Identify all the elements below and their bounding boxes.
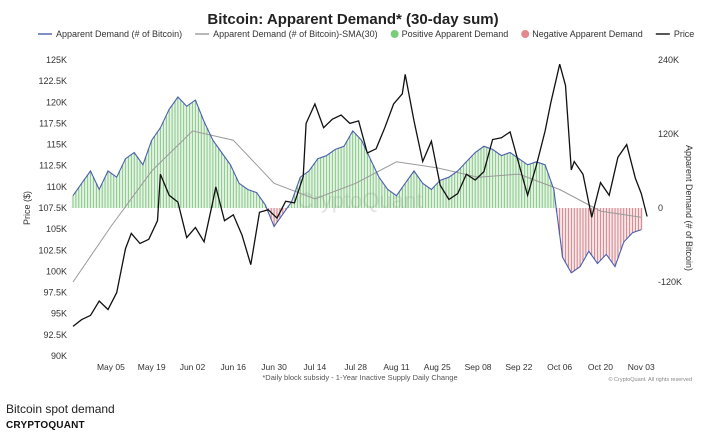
x-tick-label: Oct 06 <box>547 362 572 372</box>
y-right-tick-label: 240K <box>658 55 679 65</box>
legend-label-1: Apparent Demand (# of Bitcoin)-SMA(30) <box>213 29 378 39</box>
x-tick-label: Jun 02 <box>180 362 206 372</box>
x-tick-label: Oct 20 <box>588 362 613 372</box>
y-left-tick-label: 112.5K <box>39 161 67 171</box>
x-tick-label: Jun 16 <box>221 362 247 372</box>
x-tick-label: Aug 25 <box>424 362 451 372</box>
chart-copyright: © CryptoQuant. All rights reserved <box>608 376 692 383</box>
legend-label-0: Apparent Demand (# of Bitcoin) <box>56 29 182 39</box>
y-left-tick-label: 117.5K <box>39 118 67 128</box>
apparent-demand-chart: Bitcoin: Apparent Demand* (30-day sum)Ap… <box>22 11 695 383</box>
price-line <box>72 64 648 327</box>
y-left-tick-label: 107.5K <box>38 203 67 213</box>
chart-footnote: *Daily block subsidy - 1-Year Inactive S… <box>262 373 457 382</box>
y-left-tick-label: 95K <box>51 309 67 319</box>
y-left-tick-label: 115K <box>47 140 67 150</box>
y-left-tick-label: 120K <box>46 97 67 107</box>
y-left-axis-label: Price ($) <box>22 191 32 225</box>
sma-line <box>72 130 642 283</box>
y-right-axis-label: Apparent Demand (# of Bitcoin) <box>684 145 694 271</box>
demand-line <box>72 96 642 274</box>
legend-swatch-2 <box>390 30 399 38</box>
x-tick-label: Aug 11 <box>383 362 410 372</box>
x-tick-label: Jul 28 <box>344 362 367 372</box>
y-left-tick-label: 105K <box>46 224 67 234</box>
x-tick-label: Jul 14 <box>304 362 327 372</box>
legend-label-4: Price <box>674 29 695 39</box>
y-left-tick-label: 102.5K <box>38 245 67 255</box>
legend-swatch-3 <box>521 30 530 38</box>
figure-source: CRYPTOQUANT <box>6 420 85 431</box>
x-tick-label: Jun 30 <box>261 362 287 372</box>
legend-label-2: Positive Apparent Demand <box>402 29 509 39</box>
chart-title: Bitcoin: Apparent Demand* (30-day sum) <box>207 11 498 28</box>
y-left-tick-label: 97.5K <box>43 288 67 298</box>
chart-frame: Bitcoin: Apparent Demand* (30-day sum) Ap… <box>22 11 695 383</box>
y-left-tick-label: 110K <box>47 182 67 192</box>
y-left-tick-label: 125K <box>46 55 67 65</box>
y-left-tick-label: 92.5K <box>43 330 67 340</box>
y-left-tick-label: 122.5K <box>38 76 67 86</box>
y-left-tick-label: 90K <box>51 351 67 361</box>
y-left-tick-label: 100K <box>46 266 67 276</box>
legend-label-3: Negative Apparent Demand <box>532 29 643 39</box>
y-right-tick-label: 120K <box>658 129 679 139</box>
x-tick-label: Sep 22 <box>505 362 532 372</box>
y-right-tick-label: -120K <box>658 277 682 287</box>
x-tick-label: Sep 08 <box>465 362 492 372</box>
y-right-tick-label: 0 <box>658 203 663 213</box>
x-tick-label: May 05 <box>97 362 125 372</box>
x-tick-label: May 19 <box>138 362 166 372</box>
x-tick-label: Nov 03 <box>628 362 655 372</box>
watermark: CryptoQuant <box>298 188 423 213</box>
figure-caption: Bitcoin spot demand <box>6 402 115 416</box>
